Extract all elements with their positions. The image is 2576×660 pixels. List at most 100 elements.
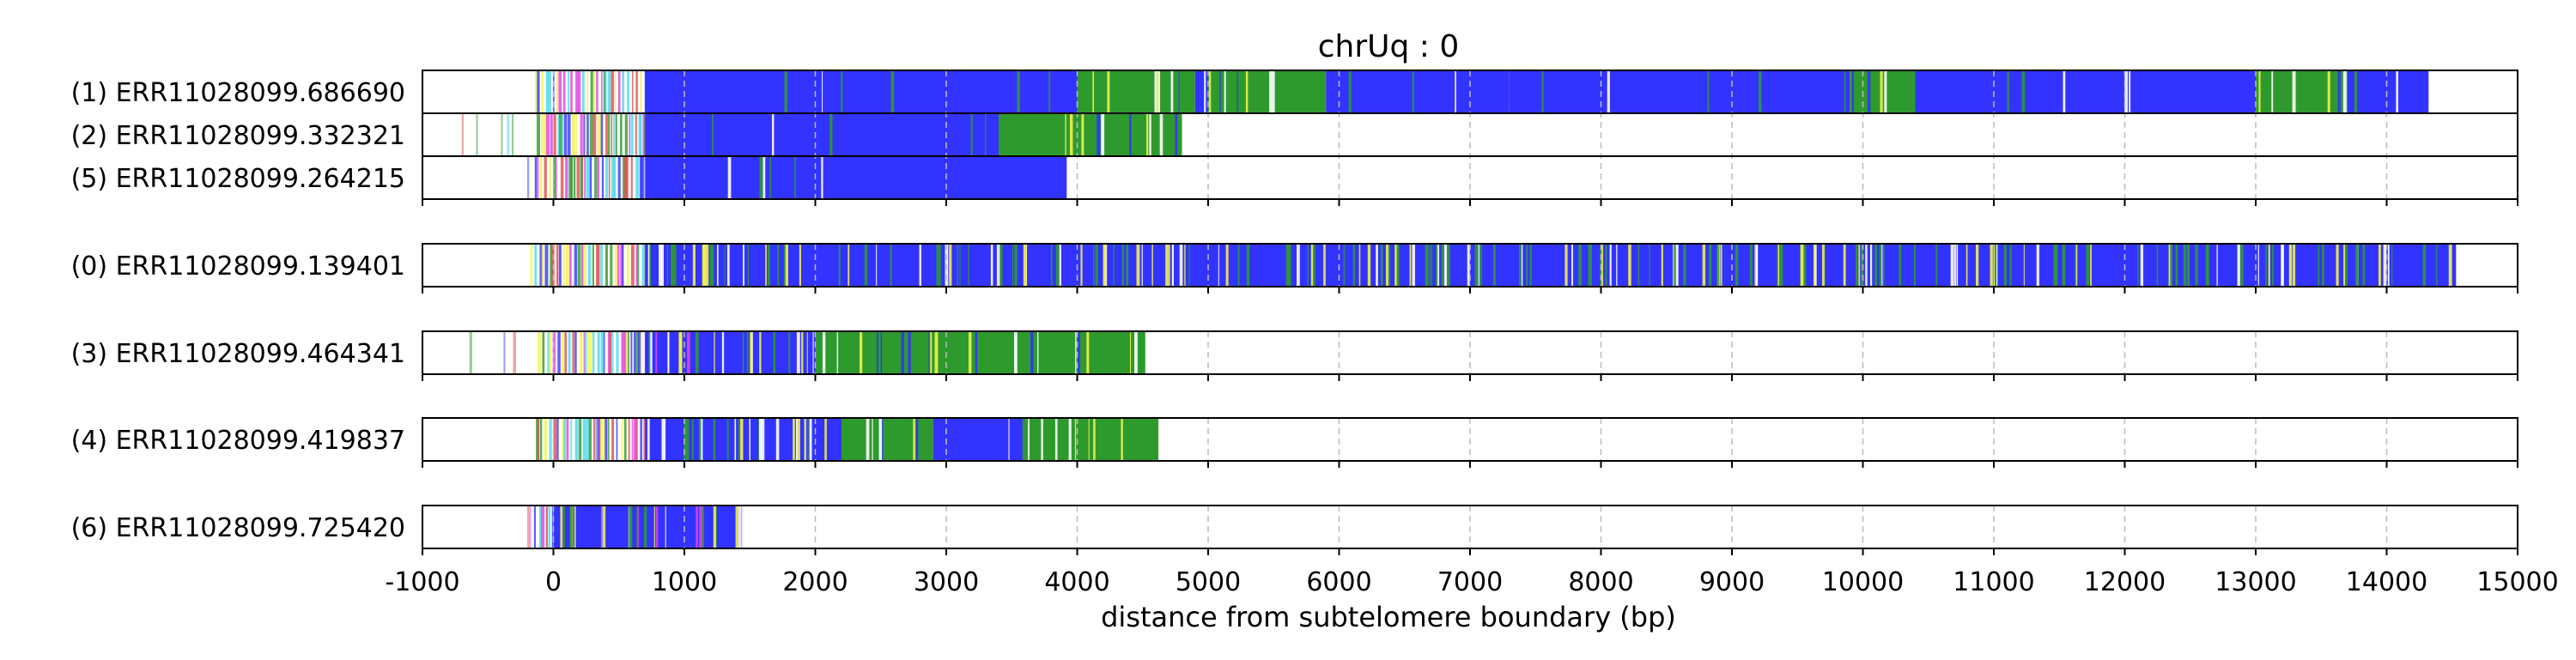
read-segment	[2256, 71, 2348, 112]
read-stripe	[2007, 71, 2009, 112]
read-stripe	[501, 114, 503, 155]
read-stripe	[915, 419, 919, 460]
read-stripe	[543, 114, 547, 155]
read-stripe	[1307, 245, 1309, 286]
read-stripe	[1149, 114, 1151, 155]
read-stripe	[568, 71, 570, 112]
read-stripe	[765, 245, 767, 286]
read-stripe	[597, 332, 600, 373]
read-stripe	[1179, 245, 1183, 286]
read-stripe	[949, 245, 952, 286]
read-stripe	[841, 71, 843, 112]
read-segment	[1509, 71, 1850, 112]
read-stripe	[724, 245, 726, 286]
read-stripe	[738, 506, 742, 548]
read-stripe	[1637, 245, 1640, 286]
read-stripe	[768, 245, 770, 286]
read-label: (3) ERR11028099.464341	[71, 339, 405, 369]
read-stripe	[1564, 245, 1568, 286]
read-stripe	[848, 245, 850, 286]
read-stripe	[2086, 245, 2090, 286]
read-stripe	[597, 114, 599, 155]
read-row: (0) ERR11028099.139401	[71, 245, 2457, 286]
read-stripe	[1054, 419, 1058, 460]
read-stripe	[1097, 114, 1099, 155]
read-stripe	[615, 114, 617, 155]
read-stripe	[590, 71, 593, 112]
read-stripe	[999, 245, 1003, 286]
read-stripe	[661, 419, 664, 460]
read-stripe	[1605, 245, 1607, 286]
read-stripe	[1184, 245, 1186, 286]
read-stripe	[740, 419, 744, 460]
read-stripe	[597, 157, 599, 198]
read-stripe	[581, 157, 583, 198]
read-stripe	[603, 506, 606, 548]
read-stripe	[2356, 245, 2359, 286]
read-stripe	[683, 419, 687, 460]
read-stripe	[1014, 245, 1018, 286]
read-stripe	[631, 71, 634, 112]
read-stripe	[600, 506, 603, 548]
read-stripe	[476, 114, 478, 155]
read-stripe	[1386, 245, 1388, 286]
read-stripe	[2342, 71, 2347, 112]
read-stripe	[605, 114, 608, 155]
read-stripe	[807, 419, 809, 460]
read-stripe	[2023, 245, 2025, 286]
read-stripe	[750, 332, 753, 373]
read-stripe	[1609, 245, 1612, 286]
x-tick-label: 7000	[1437, 567, 1503, 597]
read-stripe	[574, 506, 576, 548]
read-stripe	[544, 419, 547, 460]
read-stripe	[1707, 71, 1710, 112]
read-stripe	[1081, 114, 1084, 155]
read-stripe	[529, 506, 532, 548]
read-stripe	[648, 245, 651, 286]
read-stripe	[2436, 245, 2438, 286]
read-stripe	[641, 157, 645, 198]
read-stripe	[2075, 245, 2076, 286]
read-stripe	[1860, 245, 1864, 286]
read-stripe	[1759, 71, 1762, 112]
read-stripe	[1218, 245, 1219, 286]
read-stripe	[2448, 245, 2452, 286]
read-stripe	[2124, 71, 2128, 112]
read-stripe	[592, 332, 595, 373]
read-stripe	[626, 245, 629, 286]
read-stripe	[605, 157, 609, 198]
read-stripe	[793, 419, 795, 460]
read-stripe	[557, 332, 561, 373]
read-stripe	[821, 157, 823, 198]
read-stripe	[1041, 419, 1043, 460]
read-label: (0) ERR11028099.139401	[71, 251, 405, 282]
read-stripe	[864, 245, 868, 286]
panel: (3) ERR11028099.464341	[71, 330, 2518, 381]
read-stripe	[1367, 245, 1371, 286]
read-stripe	[1467, 245, 1470, 286]
read-stripe	[1129, 332, 1132, 373]
read-stripe	[1858, 245, 1861, 286]
read-stripe	[1343, 245, 1346, 286]
read-stripe	[822, 332, 826, 373]
read-stripe	[614, 71, 617, 112]
read-stripe	[1028, 419, 1030, 460]
read-stripe	[624, 157, 628, 198]
read-stripe	[934, 332, 939, 373]
read-stripe	[928, 332, 930, 373]
read-stripe	[712, 114, 714, 155]
read-stripe	[605, 419, 608, 460]
read-stripe	[617, 157, 621, 198]
read-stripe	[701, 506, 705, 548]
read-stripe	[2345, 245, 2348, 286]
read-stripe	[771, 114, 775, 155]
read-stripe	[686, 332, 690, 373]
read-stripe	[626, 332, 629, 373]
read-stripe	[2271, 71, 2274, 112]
read-stripe	[1245, 71, 1249, 112]
read-stripe	[636, 506, 639, 548]
read-stripe	[589, 157, 592, 198]
read-stripe	[1976, 245, 1979, 286]
read-stripe	[1348, 71, 1352, 112]
read-stripe	[1017, 71, 1020, 112]
